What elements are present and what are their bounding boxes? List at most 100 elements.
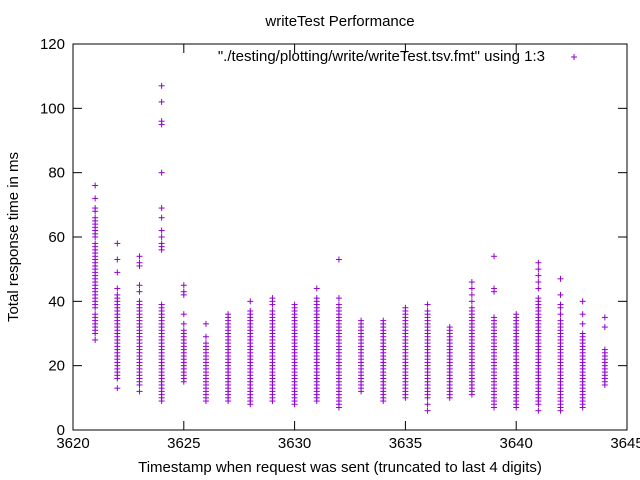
data-point — [158, 234, 165, 240]
data-point — [579, 298, 586, 305]
data-point — [158, 169, 165, 176]
data-point — [202, 333, 209, 340]
data-point — [158, 240, 165, 247]
data-point — [491, 253, 498, 260]
data-point — [92, 195, 99, 202]
data-point — [535, 279, 542, 286]
data-point — [557, 407, 564, 414]
data-point — [402, 394, 409, 401]
data-point — [158, 227, 165, 234]
data-point — [114, 291, 121, 298]
data-point — [92, 240, 99, 247]
y-axis: 0 20 40 60 80 100 120 — [40, 36, 627, 439]
data-point — [468, 279, 475, 286]
x-tick-label: 3630 — [278, 435, 311, 452]
data-point — [202, 340, 209, 347]
x-axis: 3620 3625 3630 3635 3640 3645 — [56, 44, 640, 452]
data-point — [180, 282, 187, 289]
data-point — [557, 275, 564, 282]
data-point — [136, 282, 143, 289]
data-point — [557, 311, 564, 318]
data-point — [468, 298, 475, 305]
y-tick-label: 120 — [40, 36, 65, 53]
legend-marker-plus — [571, 54, 577, 60]
data-point — [491, 404, 498, 411]
data-point — [313, 285, 320, 292]
data-point — [579, 330, 586, 337]
data-point — [380, 317, 387, 324]
data-point — [92, 205, 99, 212]
data-point — [247, 298, 254, 305]
data-point — [225, 311, 232, 318]
data-point — [114, 285, 121, 292]
legend-marker — [571, 54, 577, 60]
y-tick-label: 100 — [40, 100, 65, 117]
data-point — [158, 398, 165, 405]
data-point — [491, 285, 498, 292]
data-point — [114, 269, 121, 276]
data-point — [424, 401, 431, 408]
data-point — [424, 307, 431, 314]
data-point — [535, 285, 542, 292]
x-tick-label: 3640 — [500, 435, 533, 452]
data-point — [424, 301, 431, 308]
data-point — [335, 301, 342, 308]
data-point — [136, 253, 143, 260]
data-point — [136, 288, 143, 295]
plot-frame — [72, 43, 628, 431]
data-point — [158, 388, 165, 395]
data-point — [446, 394, 453, 401]
y-tick-label: 20 — [48, 358, 65, 375]
data-point — [579, 311, 586, 318]
data-point — [92, 311, 99, 318]
data-point — [601, 314, 608, 321]
data-point — [158, 301, 165, 308]
data-point — [114, 240, 121, 247]
data-point — [136, 259, 143, 266]
data-point — [579, 320, 586, 327]
data-point — [247, 307, 254, 314]
data-points — [92, 82, 608, 414]
data-point — [535, 266, 542, 273]
data-point — [402, 304, 409, 311]
y-tick-label: 0 — [57, 422, 65, 439]
data-point — [158, 205, 165, 212]
legend-label: "./testing/plotting/write/writeTest.tsv.… — [218, 48, 545, 65]
data-point — [601, 324, 608, 331]
x-tick-label: 3645 — [610, 435, 640, 452]
data-point — [313, 295, 320, 302]
data-point — [557, 291, 564, 298]
data-point — [291, 301, 298, 308]
data-point — [491, 314, 498, 321]
data-point — [358, 317, 365, 324]
data-point — [535, 407, 542, 414]
x-axis-label: Timestamp when request was sent (truncat… — [138, 459, 542, 476]
data-point — [180, 320, 187, 327]
data-point — [358, 388, 365, 395]
x-tick-label: 3620 — [56, 435, 89, 452]
data-point — [158, 214, 165, 221]
data-point — [92, 336, 99, 343]
data-point — [158, 98, 165, 105]
data-point — [535, 295, 542, 302]
data-point — [446, 324, 453, 331]
data-point — [468, 285, 475, 292]
data-point — [92, 182, 99, 189]
data-point — [468, 304, 475, 311]
data-point — [158, 118, 165, 125]
data-point — [269, 307, 276, 314]
legend: "./testing/plotting/write/writeTest.tsv.… — [218, 48, 577, 65]
data-point — [335, 256, 342, 263]
y-axis-label: Total response time in ms — [5, 152, 22, 322]
y-tick-label: 40 — [48, 293, 65, 310]
data-point — [269, 295, 276, 302]
data-point — [424, 407, 431, 414]
data-point — [180, 288, 187, 295]
data-point — [136, 388, 143, 395]
y-tick-label: 60 — [48, 229, 65, 246]
chart-title: writeTest Performance — [264, 13, 414, 30]
data-point — [158, 82, 165, 89]
data-point — [535, 259, 542, 266]
data-point — [202, 320, 209, 327]
